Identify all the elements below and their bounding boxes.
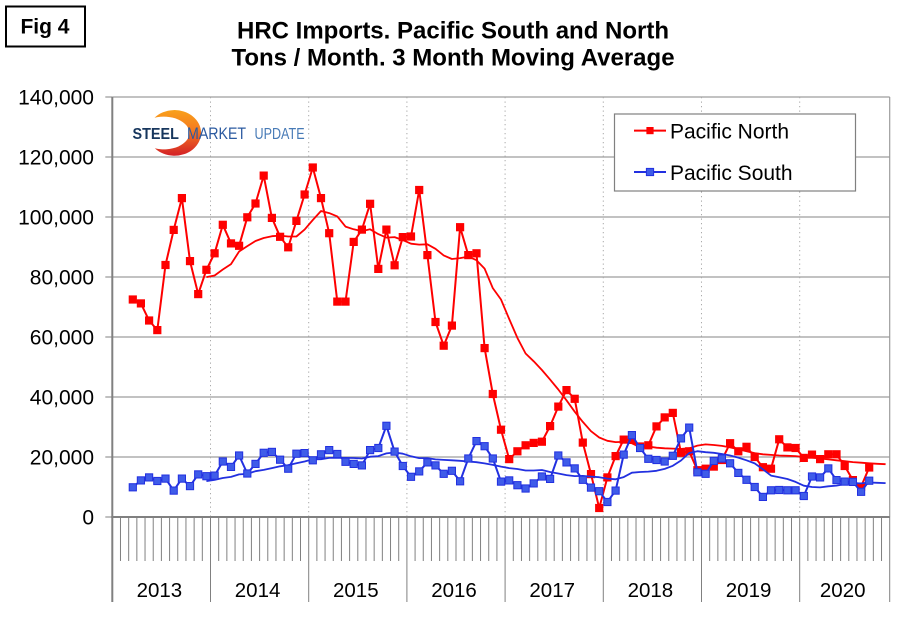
svg-text:2015: 2015 [333, 579, 379, 602]
svg-text:2017: 2017 [529, 579, 575, 602]
svg-text:0: 0 [82, 507, 94, 530]
svg-text:MARKET: MARKET [187, 124, 246, 143]
svg-text:2019: 2019 [726, 579, 772, 602]
svg-text:80,000: 80,000 [30, 267, 94, 290]
svg-text:Fig 4: Fig 4 [20, 16, 69, 39]
svg-text:2018: 2018 [628, 579, 674, 602]
svg-text:Pacific South: Pacific South [670, 162, 793, 185]
svg-text:2014: 2014 [235, 579, 281, 602]
svg-text:STEEL: STEEL [133, 126, 179, 143]
svg-text:UPDATE: UPDATE [255, 126, 305, 143]
svg-text:40,000: 40,000 [30, 387, 94, 410]
svg-text:100,000: 100,000 [18, 207, 94, 230]
svg-text:HRC Imports. Pacific South and: HRC Imports. Pacific South and North [237, 18, 669, 45]
svg-text:120,000: 120,000 [18, 147, 94, 170]
svg-text:Pacific North: Pacific North [670, 120, 789, 143]
svg-text:2016: 2016 [431, 579, 477, 602]
svg-text:140,000: 140,000 [18, 87, 94, 110]
svg-text:60,000: 60,000 [30, 327, 94, 350]
svg-text:2013: 2013 [137, 579, 183, 602]
svg-text:Tons / Month. 3 Month Moving A: Tons / Month. 3 Month Moving Average [231, 45, 674, 72]
svg-text:2020: 2020 [820, 579, 866, 602]
svg-text:20,000: 20,000 [30, 447, 94, 470]
